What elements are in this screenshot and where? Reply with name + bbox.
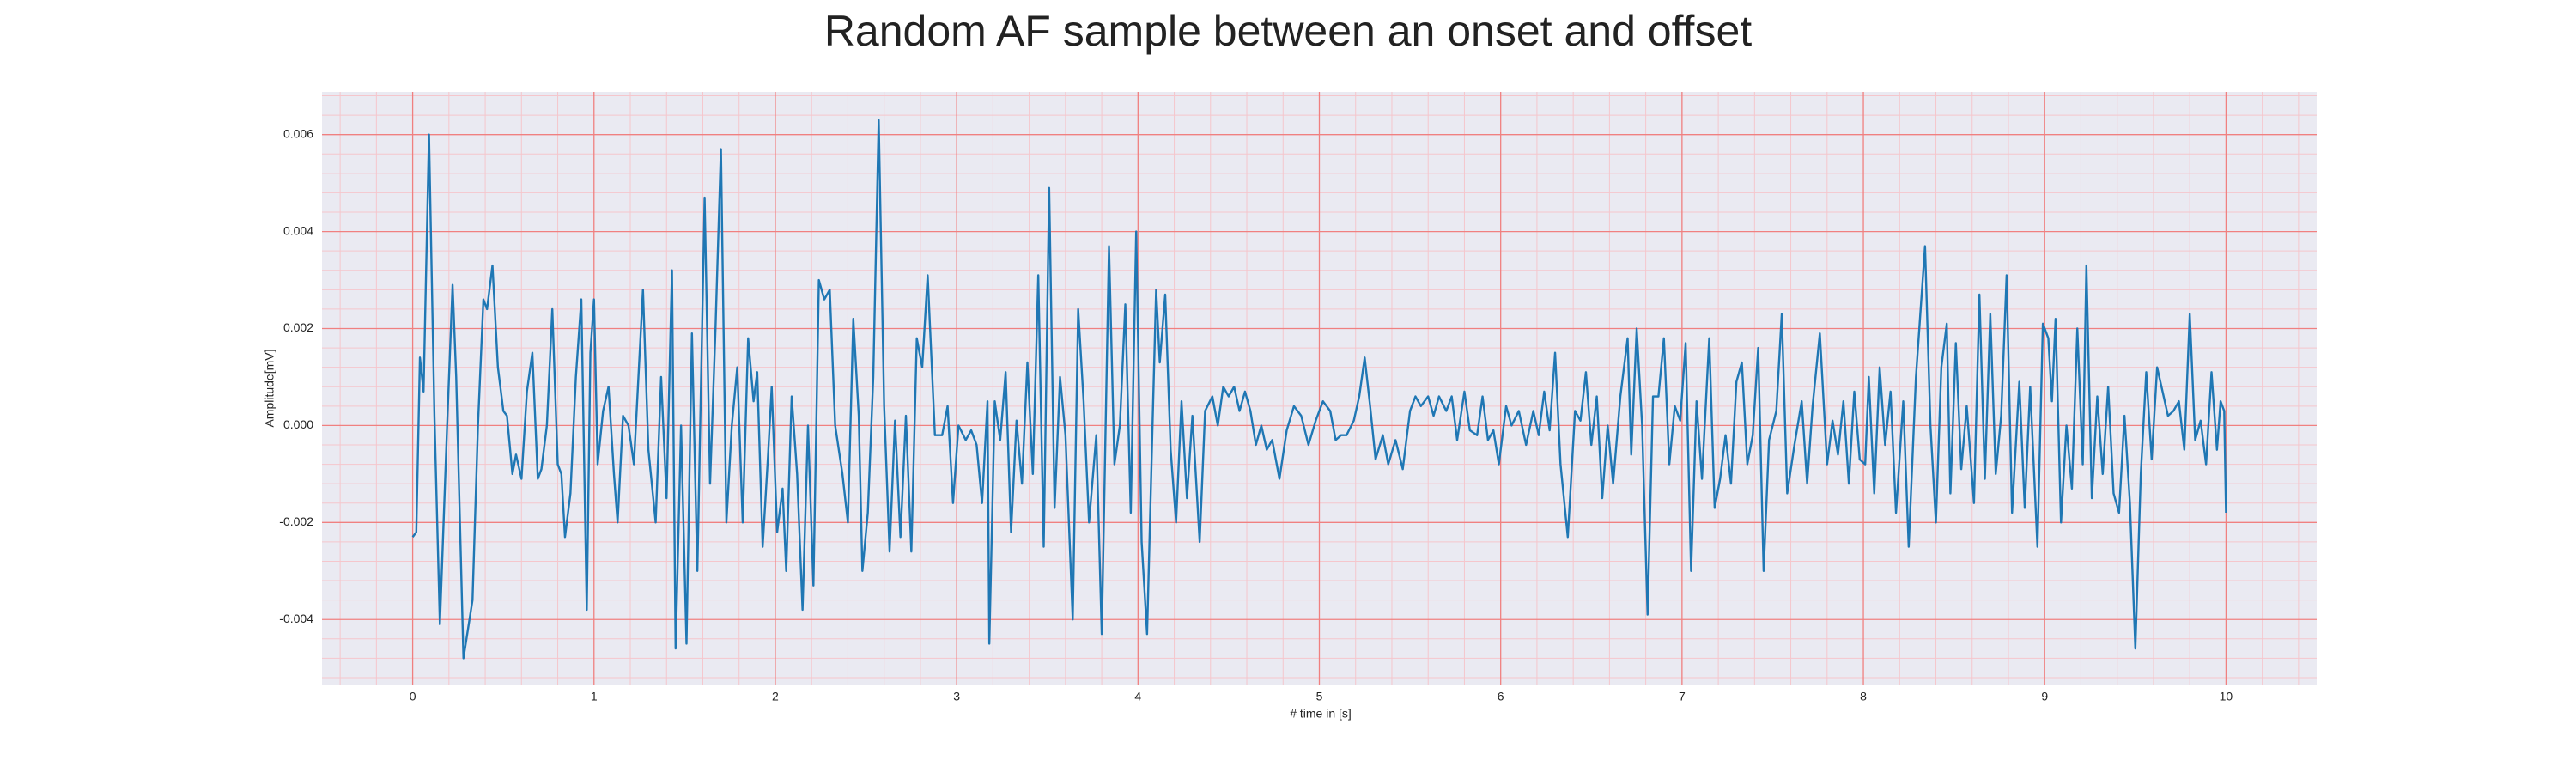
x-tick-label: 8	[1860, 690, 1867, 703]
x-tick-label: 0	[410, 690, 416, 703]
chart-title: Random AF sample between an onset and of…	[824, 7, 1752, 55]
x-tick-label: 2	[772, 690, 779, 703]
x-tick-label: 10	[2220, 690, 2233, 703]
x-tick-label: 7	[1679, 690, 1686, 703]
signal-line	[411, 119, 2227, 660]
x-tick-label: 4	[1134, 690, 1141, 703]
y-tick-label: 0.000	[283, 417, 313, 431]
y-tick-label: 0.006	[283, 126, 313, 140]
x-axis-label: # time in [s]	[1290, 707, 1352, 721]
x-tick-label: 6	[1498, 690, 1504, 703]
y-tick-label: 0.004	[283, 223, 313, 237]
y-tick-label: 0.002	[283, 320, 313, 334]
x-tick-label: 3	[953, 690, 960, 703]
y-tick-label: -0.002	[279, 514, 313, 528]
y-axis-label: Amplitude[mV]	[263, 349, 276, 427]
x-tick-label: 9	[2041, 690, 2048, 703]
x-tick-label: 5	[1316, 690, 1323, 703]
x-tick-label: 1	[591, 690, 598, 703]
y-tick-label: -0.004	[279, 612, 313, 625]
